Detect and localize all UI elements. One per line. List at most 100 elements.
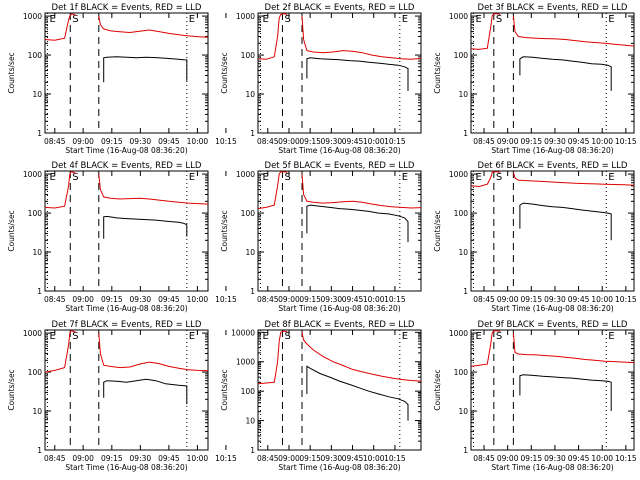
chart-title: Det 6f BLACK = Events, RED = LLD: [478, 161, 628, 171]
chart-panel: Det 6f BLACK = Events, RED = LLD 1 10 100 10…: [433, 161, 637, 313]
x-tick-label: 09:15: [101, 295, 123, 304]
y-tick-label: 100: [241, 209, 256, 218]
x-axis-label: Start Time (16-Aug-08 08:36:20): [491, 146, 613, 155]
y-tick-label: 1: [463, 446, 468, 455]
x-tick-label: 09:45: [158, 137, 180, 146]
y-tick-label: 1: [250, 287, 255, 296]
y-tick-label: 1000: [23, 170, 42, 179]
event-marker-label: S: [284, 331, 290, 342]
y-tick-label: 1: [37, 287, 42, 296]
event-marker-label: E: [475, 331, 481, 342]
y-tick-label: 10: [458, 248, 468, 257]
y-axis-label: Counts/sec: [7, 369, 16, 410]
y-tick-label: 10000: [231, 328, 255, 337]
x-tick-label: 10:00: [187, 137, 209, 146]
chart-panel: Det 2f BLACK = Events, RED = LLD 1 10 100 10…: [220, 3, 422, 155]
lld-series-line: [98, 333, 209, 372]
x-tick-label: 08:45: [44, 137, 66, 146]
x-tick-label: 09:00: [72, 454, 94, 463]
y-tick-label: 100: [28, 209, 43, 218]
event-marker-label: E: [608, 331, 614, 342]
x-tick-label: 09:45: [568, 137, 590, 146]
x-tick-label: 08:45: [473, 137, 495, 146]
events-series-line: [103, 56, 188, 83]
event-marker-label: E: [189, 172, 195, 183]
y-tick-label: 10: [458, 90, 468, 99]
x-tick-label: 09:15: [520, 295, 542, 304]
x-tick-label: 10:00: [363, 295, 385, 304]
plot-frame: [470, 170, 635, 292]
event-marker-label: E: [475, 14, 481, 25]
lld-series-line: [44, 330, 77, 373]
x-tick-label: 09:00: [278, 137, 300, 146]
x-tick-label: 08:45: [257, 454, 279, 463]
x-tick-label: 09:30: [321, 137, 343, 146]
events-series-line: [306, 365, 409, 421]
y-tick-label: 100: [454, 368, 469, 377]
event-marker-label: E: [189, 14, 195, 25]
y-tick-label: 10: [32, 90, 42, 99]
y-tick-label: 1000: [236, 170, 255, 179]
chart-title: Det 7f BLACK = Events, RED = LLD: [52, 320, 202, 330]
events-series-line: [306, 204, 409, 243]
y-tick-label: 1: [463, 129, 468, 138]
y-tick-label: 10: [245, 90, 255, 99]
event-marker-label: E: [49, 172, 55, 183]
plot-frame: [257, 12, 422, 134]
x-tick-label: 09:45: [568, 295, 590, 304]
x-tick-label: 08:45: [44, 454, 66, 463]
x-axis-label: Start Time (16-Aug-08 08:36:20): [491, 463, 613, 472]
x-axis-label: Start Time (16-Aug-08 08:36:20): [278, 304, 400, 313]
x-tick-label: 09:15: [520, 454, 542, 463]
event-marker-label: S: [284, 14, 290, 25]
y-tick-label: 1: [250, 446, 255, 455]
x-tick-label: 09:30: [130, 295, 152, 304]
y-axis-label: Counts/sec: [433, 52, 442, 93]
x-tick-label: 09:00: [72, 295, 94, 304]
y-tick-label: 10: [245, 417, 255, 426]
x-tick-label: 09:45: [158, 295, 180, 304]
y-tick-label: 100: [28, 368, 43, 377]
x-tick-label: 10:00: [591, 137, 613, 146]
x-tick-label: 08:45: [257, 137, 279, 146]
x-tick-label: 08:45: [44, 295, 66, 304]
event-marker-label: E: [402, 172, 408, 183]
lld-series-line: [257, 13, 288, 60]
x-tick-label: 09:30: [544, 137, 566, 146]
x-tick-label: 09:45: [342, 295, 364, 304]
chart-panel: Det 1f BLACK = Events, RED = LLD 1 10 100 10…: [7, 3, 237, 155]
event-marker-label: E: [475, 172, 481, 183]
x-tick-label: 09:15: [520, 137, 542, 146]
x-tick-label: 09:00: [497, 454, 519, 463]
event-marker-label: S: [72, 172, 78, 183]
x-tick-label: 08:45: [257, 295, 279, 304]
x-tick-label: 10:15: [215, 295, 237, 304]
x-tick-label: 08:45: [473, 454, 495, 463]
x-tick-label: 10:15: [615, 454, 637, 463]
event-marker-label: E: [402, 331, 408, 342]
x-tick-label: 09:45: [342, 137, 364, 146]
x-axis-label: Start Time (16-Aug-08 08:36:20): [65, 463, 187, 472]
chart-title: Det 8f BLACK = Events, RED = LLD: [265, 320, 415, 330]
y-tick-label: 1000: [236, 358, 255, 367]
event-marker-label: E: [608, 172, 614, 183]
events-series-line: [519, 202, 612, 241]
chart-title: Det 1f BLACK = Events, RED = LLD: [52, 3, 202, 13]
y-tick-label: 1: [37, 129, 42, 138]
chart-title: Det 9f BLACK = Events, RED = LLD: [478, 320, 628, 330]
x-tick-label: 09:30: [544, 454, 566, 463]
x-tick-label: 09:15: [299, 137, 321, 146]
events-series-line: [519, 56, 612, 91]
event-marker-label: E: [608, 14, 614, 25]
y-axis-label: Counts/sec: [433, 369, 442, 410]
y-tick-label: 10: [32, 248, 42, 257]
x-tick-label: 09:15: [101, 454, 123, 463]
lld-series-line: [44, 13, 77, 41]
y-tick-label: 100: [454, 51, 469, 60]
x-tick-label: 09:00: [72, 137, 94, 146]
lld-series-line: [98, 174, 209, 205]
event-marker-label: E: [49, 331, 55, 342]
event-marker-label: E: [262, 172, 268, 183]
x-axis-label: Start Time (16-Aug-08 08:36:20): [278, 463, 400, 472]
